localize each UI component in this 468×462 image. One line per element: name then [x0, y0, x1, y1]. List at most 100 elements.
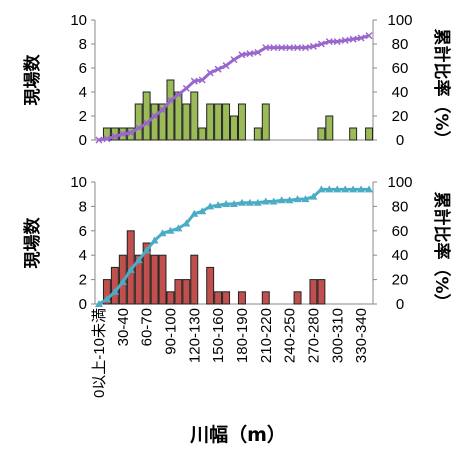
right-tick-label: 20	[392, 108, 409, 125]
line-point	[158, 106, 167, 114]
x-tick-label: 60-70	[139, 308, 156, 346]
line-point	[103, 135, 111, 143]
line-point	[357, 185, 366, 193]
x-axis: 0以上-10未満 30-40 60-70 90-100 120-130 150-160 18…	[91, 308, 370, 446]
line-point	[118, 278, 127, 286]
x-tick-label: 30-40	[115, 308, 132, 346]
bar	[190, 91, 199, 141]
line-point	[365, 32, 373, 40]
line-point	[254, 48, 262, 56]
line-point	[222, 62, 230, 70]
line-point	[245, 198, 254, 206]
x-tick-label: 180-190	[234, 308, 251, 363]
left-axis-title: 現場数	[22, 54, 43, 106]
bar	[150, 103, 159, 141]
line-point	[206, 202, 215, 210]
bar	[174, 91, 183, 141]
bar	[230, 115, 238, 141]
line-point	[222, 199, 231, 207]
left-tick-label: 0	[79, 296, 87, 313]
line-point	[294, 44, 302, 52]
line-point	[325, 38, 333, 46]
line-point	[261, 197, 270, 205]
bar	[253, 127, 262, 141]
line-point	[301, 195, 310, 203]
line-point	[286, 44, 294, 52]
bar	[222, 103, 231, 141]
line-point	[190, 77, 198, 85]
line-point	[142, 246, 151, 254]
x-tick-label: 120-130	[186, 308, 203, 363]
right-tick-label: 0	[396, 132, 404, 149]
line-point	[190, 209, 199, 217]
line-point	[237, 198, 246, 206]
right-tick-label: 40	[392, 84, 409, 101]
bar	[349, 127, 358, 141]
bar	[190, 254, 199, 305]
x-tick-label: 330-340	[353, 308, 370, 363]
left-tick-label: 8	[79, 198, 87, 215]
line-point	[150, 236, 159, 244]
bar	[198, 127, 207, 141]
bar	[182, 103, 191, 141]
line-point	[349, 185, 358, 193]
line-point	[238, 51, 246, 59]
bar	[206, 266, 215, 305]
x-tick-label: 270-280	[305, 308, 322, 363]
line-point	[341, 185, 350, 193]
line-point	[246, 50, 254, 58]
bar	[261, 103, 270, 141]
bar	[102, 279, 111, 305]
left-tick-label: 4	[79, 247, 87, 264]
bar	[237, 103, 246, 141]
line-point	[270, 44, 278, 52]
line-point	[95, 136, 103, 144]
line-point	[134, 256, 143, 264]
line-point	[333, 185, 342, 193]
line-point	[119, 130, 127, 138]
line-point	[110, 287, 119, 295]
right-tick-label: 100	[387, 174, 412, 191]
x-tick-label: 240-250	[282, 308, 299, 363]
line-point	[333, 38, 341, 46]
bar	[206, 103, 215, 141]
line-point	[278, 44, 286, 52]
line-point	[293, 195, 302, 203]
right-tick-label: 20	[392, 272, 409, 289]
x-tick-label: 210-220	[258, 308, 275, 363]
right-tick-label: 80	[392, 198, 409, 215]
right-tick-label: 0	[396, 296, 404, 313]
left-tick-label: 4	[79, 84, 87, 101]
line-point	[198, 76, 206, 84]
line-point	[126, 265, 135, 273]
line-point	[301, 44, 310, 52]
line-point	[253, 198, 262, 206]
bar	[182, 279, 191, 305]
x-tick-label: 300-310	[329, 308, 346, 363]
line-point	[127, 129, 135, 137]
right-tick-label: 40	[392, 247, 409, 264]
bar	[134, 103, 143, 141]
left-axis-title: 現場数	[22, 217, 43, 269]
line-point	[206, 69, 214, 77]
bar	[293, 291, 302, 305]
line-point	[269, 197, 278, 205]
bar	[158, 254, 167, 305]
left-tick-label: 8	[79, 36, 87, 53]
line-point	[230, 199, 238, 207]
line-point	[198, 207, 207, 215]
right-tick-label: 100	[387, 12, 412, 29]
line-point	[214, 201, 223, 209]
line-point	[166, 226, 175, 234]
bar	[261, 291, 270, 305]
line-point	[309, 192, 318, 200]
line-point	[174, 224, 183, 232]
left-tick-label: 2	[79, 272, 87, 289]
bar	[150, 254, 159, 305]
bar	[309, 279, 318, 305]
x-tick-label: 0以上-10未満	[91, 308, 108, 398]
bar	[325, 115, 334, 141]
right-tick-label: 60	[392, 223, 409, 240]
bar	[174, 279, 183, 305]
